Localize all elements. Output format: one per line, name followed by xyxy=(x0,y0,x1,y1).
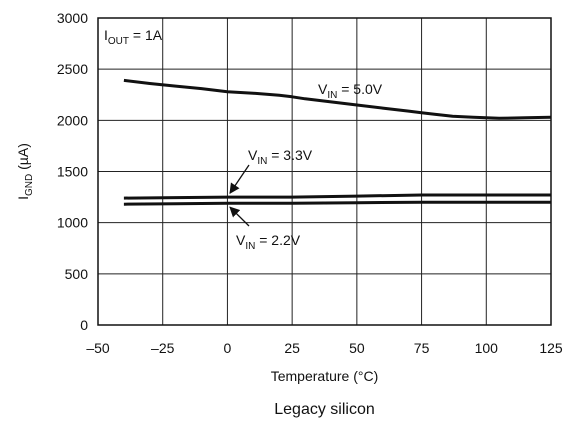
x-tick-label: 25 xyxy=(284,340,300,356)
y-tick-label: 2500 xyxy=(57,61,88,77)
series-label-vin-5v: VIN = 5.0V xyxy=(318,81,383,101)
series-line-vin-2v2 xyxy=(124,202,551,204)
series-label-sub: IN xyxy=(245,241,255,252)
y-tick-label: 0 xyxy=(80,317,88,333)
y-tick-label: 1000 xyxy=(57,215,88,231)
chart-caption: Legacy silicon xyxy=(274,401,375,418)
series-label-sub: IN xyxy=(327,90,337,101)
x-tick-label: 125 xyxy=(539,340,563,356)
arrow-vin-3v3 xyxy=(230,165,249,193)
series-label-sub: IN xyxy=(257,156,267,167)
tick-labels: –50 –25 0 25 50 75 100 125 0 500 1000 1500 2000 2500 3… xyxy=(57,10,563,356)
annotation-iout: IOUT = 1A xyxy=(104,27,163,47)
x-tick-label: –50 xyxy=(86,340,110,356)
x-tick-label: 50 xyxy=(349,340,365,356)
series-label-rest: = 2.2V xyxy=(255,232,300,248)
y-tick-label: 1500 xyxy=(57,164,88,180)
x-tick-label: 75 xyxy=(414,340,430,356)
arrow-vin-2v2 xyxy=(230,207,249,226)
x-tick-label: 100 xyxy=(475,340,499,356)
grid xyxy=(98,18,551,325)
series-label-rest: = 3.3V xyxy=(267,147,312,163)
y-axis-label-rest: (µA) xyxy=(15,143,31,174)
series-label-vin-3v3: VIN = 3.3V xyxy=(248,147,313,167)
series-label-vin-2v2: VIN = 2.2V xyxy=(236,232,301,252)
annotation-iout-rest: = 1A xyxy=(129,27,163,43)
x-tick-label: 0 xyxy=(224,340,232,356)
annotation-iout-sub: OUT xyxy=(108,36,129,47)
series-line-vin-3v3 xyxy=(124,195,551,198)
y-tick-label: 3000 xyxy=(57,10,88,26)
x-axis-label: Temperature (°C) xyxy=(271,368,379,384)
y-tick-label: 2000 xyxy=(57,112,88,128)
y-axis-label: IGND (µA) xyxy=(15,143,35,200)
y-axis-label-sub: GND xyxy=(24,174,35,196)
x-tick-label: –25 xyxy=(151,340,175,356)
y-tick-label: 500 xyxy=(65,266,89,282)
label-arrows xyxy=(230,165,249,226)
series-label-rest: = 5.0V xyxy=(337,81,382,97)
series-layer xyxy=(124,80,551,204)
